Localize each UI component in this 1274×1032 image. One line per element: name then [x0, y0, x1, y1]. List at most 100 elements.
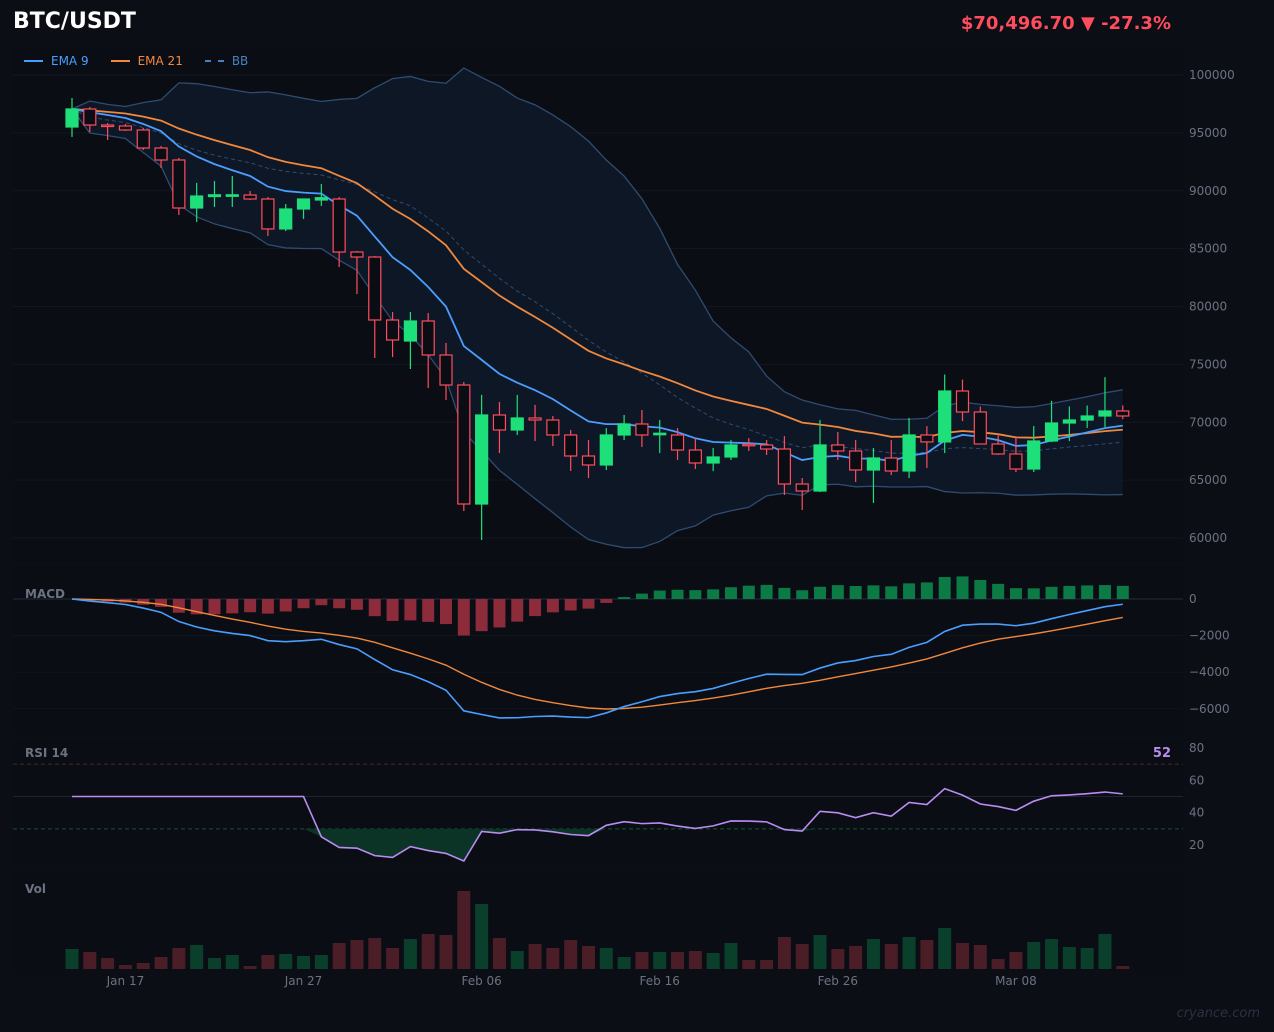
volume-bar: [439, 935, 453, 969]
volume-bar: [635, 952, 649, 969]
candle-down: [759, 444, 774, 450]
rsi-tick-label: 40: [1189, 806, 1204, 820]
macd-histogram-bar: [386, 599, 399, 621]
volume-bar: [671, 952, 685, 969]
macd-histogram-bar: [707, 589, 720, 599]
macd-histogram-bar: [796, 590, 809, 599]
legend-label: EMA 21: [137, 54, 183, 68]
macd-histogram-bar: [440, 599, 453, 625]
macd-signal-line: [71, 598, 1123, 710]
volume-bar: [724, 943, 738, 969]
volume-bar: [813, 935, 827, 969]
volume-bar: [1045, 939, 1059, 969]
candle-up: [296, 198, 311, 210]
macd-histogram-bar: [1009, 588, 1022, 599]
volume-bar: [617, 957, 631, 969]
macd-histogram-bar: [885, 586, 898, 599]
candle-up: [1062, 419, 1076, 424]
volume-bar: [154, 957, 168, 969]
candle-down: [742, 443, 756, 447]
volume-bar: [849, 946, 863, 969]
macd-histogram-bar: [546, 599, 559, 613]
rsi-oversold-fill: [72, 828, 1123, 862]
volume-title: Vol: [25, 882, 46, 896]
candle-down: [172, 159, 186, 209]
candle-up: [279, 208, 293, 230]
macd-tick-label: −4000: [1189, 665, 1230, 679]
candle-up: [938, 390, 952, 443]
candle-up: [475, 414, 489, 505]
volume-bar: [510, 951, 524, 969]
volume-bar: [136, 963, 150, 969]
candle-up: [314, 197, 328, 201]
candle-down: [1116, 410, 1130, 417]
candle-down: [564, 434, 578, 457]
price-readout: $70,496.70 ▼ -27.3%: [961, 13, 1171, 34]
macd-histogram-bar: [1045, 586, 1058, 599]
volume-bar: [760, 960, 774, 969]
price-tick-label: 95000: [1189, 126, 1227, 140]
legend-label: BB: [231, 54, 249, 68]
candle-up: [813, 444, 827, 492]
volume-bar: [314, 955, 328, 969]
bb-lower-line: [71, 108, 1123, 549]
volume-bar: [421, 934, 435, 969]
macd-histogram-bar: [315, 599, 328, 606]
macd-title: MACD: [25, 587, 65, 601]
volume-bar: [688, 951, 702, 969]
volume-bar: [581, 946, 595, 969]
date-tick-label: Feb 06: [461, 974, 501, 988]
volume-bar: [973, 945, 987, 969]
candle-up: [902, 434, 916, 472]
volume-bar: [279, 954, 293, 969]
macd-histogram-bar: [760, 584, 773, 599]
macd-histogram-bar: [992, 583, 1005, 599]
candle-down: [1009, 453, 1023, 470]
volume-bar: [777, 937, 791, 969]
candle-down: [350, 251, 364, 258]
macd-histogram-bar: [279, 599, 292, 612]
ema9-swatch: [24, 60, 43, 62]
candle-down: [546, 419, 560, 436]
candle-up: [617, 423, 631, 436]
legend-label: EMA 9: [51, 54, 89, 68]
candle-down: [368, 256, 382, 321]
rsi-tick-label: 20: [1189, 838, 1204, 852]
macd-histogram-bar: [261, 599, 274, 614]
ema21-swatch: [110, 60, 130, 62]
volume-bar: [795, 944, 809, 969]
volume-bar: [1009, 952, 1023, 969]
macd-histogram-bar: [333, 599, 346, 609]
volume-bar: [991, 959, 1005, 969]
candle-down: [154, 147, 168, 161]
candle-up: [1027, 440, 1041, 470]
volume-bar: [475, 904, 489, 969]
macd-histogram-bar: [1098, 585, 1111, 599]
macd-histogram-bar: [368, 599, 381, 617]
volume-bar: [653, 952, 667, 969]
macd-histogram-bar: [493, 599, 506, 628]
macd-histogram-bar: [226, 599, 239, 614]
volume-bar: [866, 939, 880, 969]
volume-bar: [528, 944, 542, 969]
price-tick-label: 70000: [1189, 415, 1227, 429]
rsi-tick-label: 60: [1189, 773, 1204, 787]
macd-histogram-bar: [1116, 585, 1129, 599]
volume-bar: [297, 956, 311, 969]
legend-ema9: EMA 9: [24, 54, 89, 68]
candle-down: [332, 198, 346, 253]
candle-down: [439, 354, 453, 386]
candle-down: [831, 444, 845, 452]
macd-histogram-bar: [1081, 585, 1094, 599]
volume-bar: [1116, 966, 1130, 969]
candle-down: [118, 125, 133, 131]
candle-down: [991, 443, 1005, 455]
candle-down: [884, 457, 898, 472]
volume-bar: [457, 891, 471, 969]
volume-bar: [546, 948, 560, 969]
candle-down: [457, 384, 471, 505]
candle-down: [528, 417, 542, 421]
macd-histogram-bar: [404, 599, 417, 621]
candle-up: [207, 194, 222, 198]
